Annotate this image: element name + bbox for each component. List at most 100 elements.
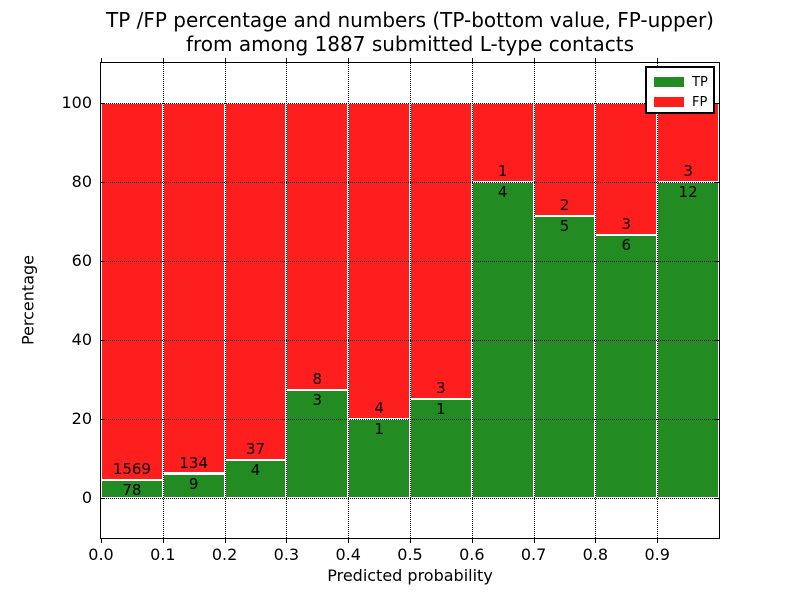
x-tick-top bbox=[471, 58, 473, 62]
x-tick-bottom bbox=[286, 539, 288, 543]
x-tick-bottom bbox=[533, 539, 535, 543]
x-tick-bottom bbox=[224, 539, 226, 543]
y-tick-label: 80 bbox=[71, 171, 92, 191]
tp-count-label: 12 bbox=[678, 182, 698, 201]
gridline-vertical bbox=[348, 63, 350, 538]
x-tick-label: 0.7 bbox=[520, 545, 547, 564]
y-tick-right bbox=[715, 419, 719, 421]
gridline-horizontal bbox=[101, 498, 719, 500]
x-tick-top bbox=[101, 58, 102, 62]
gridline-horizontal bbox=[101, 340, 719, 342]
bar-segment-tp bbox=[101, 479, 163, 499]
fp-count-label: 1569 bbox=[112, 459, 151, 478]
gridline-vertical bbox=[410, 63, 411, 538]
legend: TP FP bbox=[645, 66, 715, 114]
gridline-vertical bbox=[286, 63, 288, 538]
x-tick-label: 0.8 bbox=[582, 545, 609, 564]
fp-count-label: 3 bbox=[436, 379, 446, 398]
x-tick-bottom bbox=[595, 539, 597, 543]
legend-entry: TP bbox=[647, 72, 713, 92]
fp-count-label: 37 bbox=[245, 439, 266, 458]
fp-count-label: 4 bbox=[374, 399, 384, 418]
gridline-horizontal bbox=[101, 102, 719, 104]
fp-count-label: 2 bbox=[559, 195, 570, 214]
bar-segment-tp bbox=[224, 459, 287, 499]
fp-count-label: 8 bbox=[312, 370, 323, 389]
bar-segment-tp bbox=[533, 215, 596, 499]
x-tick-bottom bbox=[101, 539, 102, 543]
y-tick-right bbox=[715, 102, 719, 104]
tp-count-label: 1 bbox=[436, 400, 446, 419]
tp-count-label: 78 bbox=[122, 480, 142, 499]
x-tick-label: 0.5 bbox=[397, 545, 423, 564]
bar-segment-fp bbox=[224, 102, 287, 460]
bar-segment-tp bbox=[595, 234, 658, 499]
legend-entry: FP bbox=[647, 92, 713, 112]
gridline-horizontal bbox=[101, 181, 719, 183]
tp-count-label: 5 bbox=[559, 216, 570, 235]
gridline-vertical bbox=[595, 63, 597, 538]
x-tick-bottom bbox=[348, 539, 350, 543]
x-tick-label: 0.0 bbox=[88, 545, 114, 564]
chart-title-line1: TP /FP percentage and numbers (TP-bottom… bbox=[106, 8, 714, 32]
bar-segment-fp bbox=[286, 102, 349, 391]
x-tick-bottom bbox=[410, 539, 411, 543]
plot-area: 1569 78 134 9 37 4 8 3 4 1 3 1 1 4 2 5 3 6 3 12 bbox=[100, 62, 720, 539]
x-axis-label: Predicted probability bbox=[327, 566, 493, 585]
tp-count-label: 4 bbox=[497, 182, 508, 201]
legend-label: TP bbox=[692, 74, 708, 90]
x-tick-label: 0.6 bbox=[459, 545, 485, 564]
x-tick-label: 0.1 bbox=[150, 545, 176, 564]
y-tick-label: 0 bbox=[81, 488, 92, 508]
chart-title-line2: from among 1887 submitted L-type contact… bbox=[185, 32, 635, 56]
x-tick-top bbox=[657, 58, 659, 62]
chart-title: TP /FP percentage and numbers (TP-bottom… bbox=[100, 8, 720, 56]
fp-count-label: 1 bbox=[497, 161, 508, 180]
x-tick-top bbox=[224, 58, 226, 62]
x-tick-top bbox=[533, 58, 535, 62]
bar-segment-fp bbox=[471, 102, 534, 182]
bar-segment-fp bbox=[162, 102, 225, 474]
bar-segment-fp bbox=[410, 102, 472, 400]
x-tick-top bbox=[162, 58, 164, 62]
y-tick-left bbox=[101, 498, 105, 500]
y-tick-left bbox=[101, 419, 105, 421]
x-tick-label: 0.4 bbox=[335, 545, 361, 564]
fp-count-label: 134 bbox=[179, 453, 209, 472]
tp-count-label: 4 bbox=[250, 460, 261, 479]
tp-count-label: 6 bbox=[621, 235, 632, 254]
gridline-horizontal bbox=[101, 419, 719, 421]
gridline-vertical bbox=[471, 63, 473, 538]
x-tick-bottom bbox=[657, 539, 659, 543]
tp-count-label: 9 bbox=[188, 474, 199, 493]
x-tick-bottom bbox=[162, 539, 164, 543]
y-tick-right bbox=[715, 498, 719, 500]
gridline-vertical bbox=[224, 63, 226, 538]
y-tick-right bbox=[715, 340, 719, 342]
bar-segment-tp bbox=[286, 390, 349, 499]
bar-segment-fp bbox=[595, 102, 658, 235]
gridline-vertical bbox=[657, 63, 659, 538]
gridline-vertical bbox=[533, 63, 535, 538]
x-tick-bottom bbox=[471, 539, 473, 543]
x-tick-label: 0.2 bbox=[211, 545, 238, 564]
fp-count-label: 3 bbox=[621, 214, 632, 233]
y-tick-label: 40 bbox=[71, 330, 92, 350]
tp-count-label: 3 bbox=[312, 391, 323, 410]
y-tick-left bbox=[101, 102, 105, 104]
x-tick-top bbox=[595, 58, 597, 62]
y-tick-left bbox=[101, 181, 105, 183]
x-tick-label: 0.9 bbox=[644, 545, 670, 564]
legend-swatch-fp bbox=[654, 97, 684, 107]
y-tick-label: 100 bbox=[61, 92, 92, 112]
fp-count-label: 3 bbox=[683, 161, 693, 180]
x-tick-top bbox=[348, 58, 350, 62]
y-tick-right bbox=[715, 260, 719, 262]
bar-segment-tp bbox=[162, 473, 225, 499]
legend-swatch-tp bbox=[654, 77, 684, 87]
bar-segment-fp bbox=[101, 102, 163, 480]
y-tick-right bbox=[715, 181, 719, 183]
y-tick-left bbox=[101, 260, 105, 262]
y-tick-label: 20 bbox=[71, 409, 92, 429]
